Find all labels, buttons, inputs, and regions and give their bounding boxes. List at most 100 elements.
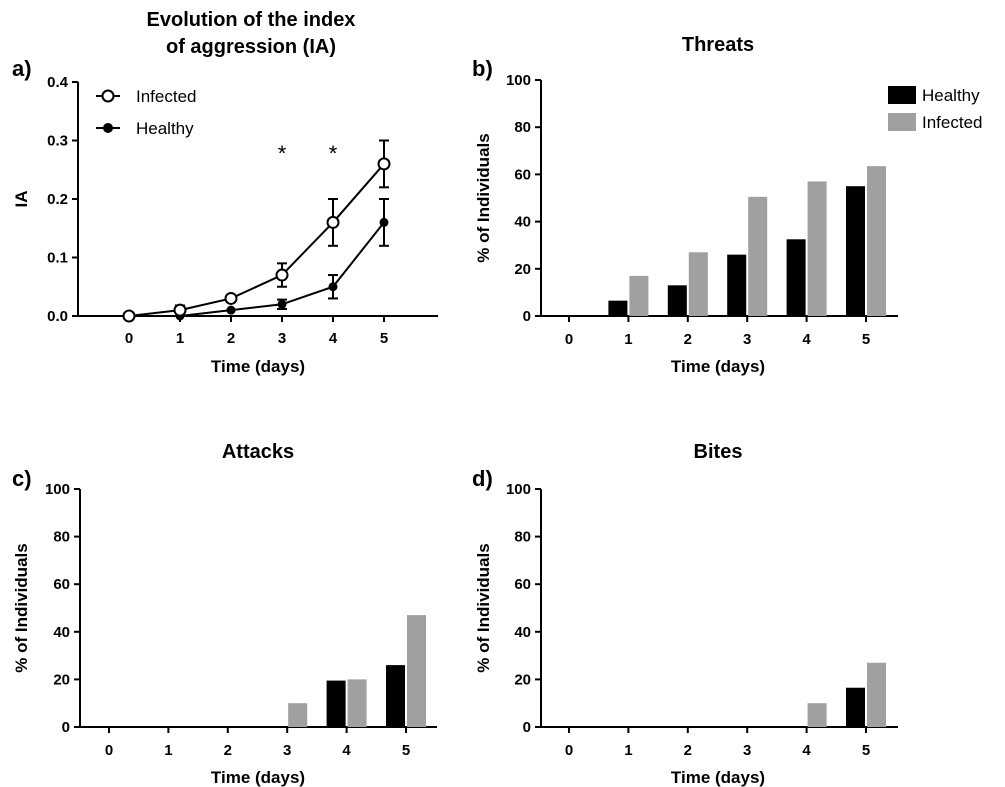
- y-tick-label: 0.4: [47, 74, 69, 91]
- significance-asterisk: *: [329, 141, 338, 166]
- bar-infected: [748, 196, 768, 316]
- x-tick-label: 1: [176, 330, 184, 347]
- bar-infected: [688, 252, 708, 316]
- x-tick-label: 2: [224, 742, 232, 759]
- legend-infected-swatch: [888, 113, 916, 131]
- point-infected: [173, 303, 187, 317]
- y-tick-label: 20: [514, 671, 531, 688]
- point-healthy: [277, 299, 287, 309]
- point-infected: [326, 215, 340, 229]
- x-tick-label: 5: [862, 742, 870, 759]
- x-tick-label: 3: [283, 742, 291, 759]
- y-tick-label: 100: [45, 481, 70, 498]
- panel-c-plot: 0 20 40 60 80 100 0 1 2 3 4 5: [45, 481, 437, 759]
- x-tick-label: 3: [743, 742, 751, 759]
- x-tick-label: 0: [565, 742, 573, 759]
- series-line-infected: [128, 163, 385, 317]
- bar-infected: [807, 703, 827, 727]
- x-tick-label: 3: [278, 330, 286, 347]
- y-tick-label: 0.2: [47, 191, 68, 208]
- legend-infected-label: Infected: [922, 113, 983, 132]
- y-tick-label: 80: [53, 529, 70, 546]
- panel-c: c) Attacks Time (days) % of Individuals …: [12, 441, 437, 787]
- bar-infected: [629, 275, 649, 316]
- bar-infected: [288, 703, 308, 727]
- panel-d-y-axis-label: % of Individuals: [474, 543, 493, 672]
- panel-c-letter: c): [12, 466, 32, 491]
- y-tick-label: 100: [506, 72, 531, 89]
- bar-healthy: [846, 687, 865, 727]
- x-tick-label: 2: [227, 330, 235, 347]
- bar-healthy: [608, 300, 628, 316]
- x-tick-label: 1: [164, 742, 172, 759]
- panel-a-plot: 0.0 0.1 0.2 0.3 0.4 0 1 2 3 4 5 * *: [47, 74, 438, 347]
- series-line-healthy: [129, 221, 385, 317]
- bar-infected: [807, 181, 827, 316]
- x-tick-label: 4: [802, 742, 811, 759]
- y-tick-label: 40: [514, 624, 531, 641]
- bar-healthy: [727, 254, 747, 316]
- x-tick-label: 0: [125, 330, 133, 347]
- y-tick-label: 0.0: [47, 308, 68, 325]
- point-infected: [224, 291, 238, 305]
- panel-b: b) Threats Time (days) % of Individuals …: [472, 34, 983, 376]
- x-tick-label: 4: [802, 331, 811, 348]
- x-tick-label: 1: [624, 742, 632, 759]
- y-tick-label: 60: [53, 576, 70, 593]
- bar-healthy: [786, 239, 806, 316]
- x-tick-label: 5: [862, 331, 870, 348]
- y-tick-label: 60: [514, 576, 531, 593]
- x-tick-label: 1: [624, 331, 632, 348]
- panel-b-plot: 0 20 40 60 80 100 0 1 2 3 4 5: [506, 72, 898, 348]
- legend-infected-marker: [101, 89, 115, 103]
- panel-d-letter: d): [472, 466, 493, 491]
- x-tick-label: 4: [342, 742, 351, 759]
- x-tick-label: 2: [684, 742, 692, 759]
- panel-d-title: Bites: [694, 441, 743, 463]
- bar-infected: [347, 679, 367, 727]
- y-tick-label: 0.3: [47, 133, 68, 150]
- legend-infected-label: Infected: [136, 87, 197, 106]
- x-tick-label: 5: [402, 742, 410, 759]
- x-tick-label: 2: [684, 331, 692, 348]
- panel-c-y-axis-label: % of Individuals: [12, 543, 31, 672]
- y-tick-label: 80: [514, 529, 531, 546]
- panel-b-letter: b): [472, 56, 493, 81]
- point-infected: [122, 309, 136, 323]
- bar-healthy: [667, 285, 687, 316]
- panel-c-title: Attacks: [222, 441, 294, 463]
- point-infected: [377, 157, 391, 171]
- panel-d: d) Bites Time (days) % of Individuals 0 2…: [472, 441, 898, 787]
- x-tick-label: 5: [380, 330, 388, 347]
- y-tick-label: 100: [506, 481, 531, 498]
- y-tick-label: 0: [523, 719, 531, 736]
- y-tick-label: 20: [53, 671, 70, 688]
- point-infected: [275, 268, 289, 282]
- panel-a: a) Evolution of the index of aggression …: [12, 9, 438, 376]
- x-tick-label: 0: [105, 742, 113, 759]
- y-tick-label: 80: [514, 119, 531, 136]
- panel-a-legend: Infected Healthy: [96, 87, 197, 138]
- panel-c-x-axis-label: Time (days): [211, 768, 305, 787]
- bar-healthy: [846, 186, 865, 316]
- y-tick-label: 0.1: [47, 250, 68, 267]
- panel-a-y-axis-label: IA: [12, 191, 31, 208]
- legend-healthy-label: Healthy: [922, 86, 980, 105]
- legend-healthy-marker: [103, 123, 113, 133]
- x-tick-label: 0: [565, 331, 573, 348]
- y-tick-label: 40: [53, 624, 70, 641]
- panel-d-x-axis-label: Time (days): [671, 768, 765, 787]
- significance-asterisk: *: [278, 141, 287, 166]
- x-tick-label: 3: [743, 331, 751, 348]
- point-healthy: [226, 305, 236, 315]
- panel-b-y-axis-label: % of Individuals: [474, 133, 493, 262]
- point-healthy: [328, 282, 338, 292]
- panel-a-letter: a): [12, 56, 32, 81]
- bar-healthy: [326, 680, 346, 727]
- panel-a-title-line-1: Evolution of the index: [147, 9, 356, 31]
- panel-a-title-line-2: of aggression (IA): [166, 36, 336, 58]
- panel-b-title: Threats: [682, 34, 754, 56]
- bar-infected: [407, 615, 426, 727]
- y-tick-label: 0: [62, 719, 70, 736]
- panel-b-legend: Healthy Infected: [888, 86, 983, 132]
